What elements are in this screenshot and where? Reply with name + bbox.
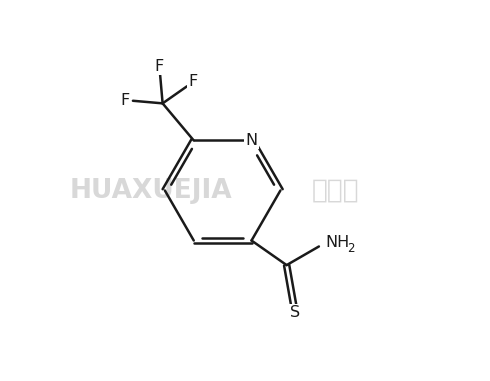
Text: F: F [121,93,130,107]
Text: NH: NH [325,235,349,250]
Text: 化学加: 化学加 [312,178,360,203]
Text: F: F [189,75,198,90]
Text: N: N [245,133,258,148]
Text: HUAXUEJIA: HUAXUEJIA [70,178,232,203]
Text: 2: 2 [347,242,354,255]
Text: F: F [155,59,164,74]
Text: S: S [290,305,300,320]
